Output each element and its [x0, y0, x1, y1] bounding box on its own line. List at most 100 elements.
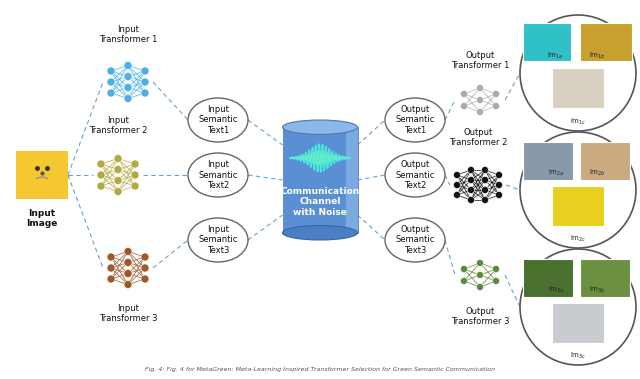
Circle shape	[114, 166, 122, 174]
Bar	[523, 142, 573, 180]
Text: Input
Transformer 3: Input Transformer 3	[99, 304, 157, 323]
Circle shape	[97, 171, 105, 179]
Circle shape	[493, 102, 499, 110]
Circle shape	[481, 186, 488, 194]
Text: Im$_{2b}$: Im$_{2b}$	[589, 168, 606, 178]
Circle shape	[124, 61, 132, 69]
Circle shape	[461, 277, 467, 285]
Ellipse shape	[188, 98, 248, 142]
Text: Input
Transformer 2: Input Transformer 2	[89, 116, 147, 135]
Circle shape	[107, 275, 115, 283]
Circle shape	[454, 182, 461, 188]
Circle shape	[467, 177, 474, 183]
Text: Im$_{3b}$: Im$_{3b}$	[589, 285, 606, 295]
Text: Fig. 4: Fig. 4 for MetaGreen: Meta-Learning Inspired Transformer Selection for G: Fig. 4: Fig. 4 for MetaGreen: Meta-Learn…	[145, 367, 495, 372]
Bar	[552, 303, 604, 343]
Text: Output
Transformer 3: Output Transformer 3	[451, 307, 509, 326]
Circle shape	[461, 266, 467, 273]
Circle shape	[481, 196, 488, 204]
Circle shape	[495, 182, 502, 188]
Text: Output
Semantic
Text3: Output Semantic Text3	[396, 225, 435, 255]
Text: Im$_{1b}$: Im$_{1b}$	[589, 51, 606, 61]
Circle shape	[467, 166, 474, 174]
Circle shape	[114, 177, 122, 185]
Circle shape	[141, 275, 149, 283]
Text: Output
Semantic
Text1: Output Semantic Text1	[396, 105, 435, 135]
Circle shape	[141, 78, 149, 86]
Ellipse shape	[24, 169, 60, 197]
Text: Communication
Channel
with Noise: Communication Channel with Noise	[280, 187, 360, 217]
Ellipse shape	[282, 226, 358, 240]
Circle shape	[114, 155, 122, 163]
Bar	[552, 186, 604, 226]
Bar	[552, 68, 604, 108]
Circle shape	[493, 266, 499, 273]
Circle shape	[461, 102, 467, 110]
Circle shape	[477, 283, 483, 290]
Text: Im$_{1a}$: Im$_{1a}$	[547, 51, 563, 61]
Circle shape	[107, 67, 115, 75]
Circle shape	[481, 166, 488, 174]
Text: Im$_{1c}$: Im$_{1c}$	[570, 117, 586, 127]
Ellipse shape	[30, 159, 54, 181]
Circle shape	[114, 188, 122, 196]
Ellipse shape	[188, 153, 248, 197]
Circle shape	[477, 97, 483, 103]
Circle shape	[124, 258, 132, 266]
Circle shape	[141, 89, 149, 97]
Circle shape	[141, 67, 149, 75]
Circle shape	[477, 260, 483, 266]
Circle shape	[477, 271, 483, 279]
Text: Input
Semantic
Text1: Input Semantic Text1	[198, 105, 237, 135]
Circle shape	[107, 253, 115, 261]
Text: Im$_{3c}$: Im$_{3c}$	[570, 351, 586, 361]
Circle shape	[107, 78, 115, 86]
Circle shape	[131, 171, 139, 179]
Ellipse shape	[385, 218, 445, 262]
Circle shape	[124, 247, 132, 255]
Circle shape	[477, 108, 483, 116]
Circle shape	[97, 182, 105, 190]
Ellipse shape	[385, 153, 445, 197]
Bar	[282, 127, 358, 233]
Circle shape	[107, 264, 115, 272]
Circle shape	[454, 191, 461, 199]
Circle shape	[467, 186, 474, 194]
Circle shape	[141, 253, 149, 261]
Text: Output
Transformer 1: Output Transformer 1	[451, 51, 509, 70]
Text: Input
Image: Input Image	[26, 209, 58, 229]
Bar	[523, 23, 571, 61]
Circle shape	[131, 182, 139, 190]
Ellipse shape	[282, 120, 358, 135]
Circle shape	[477, 85, 483, 91]
Circle shape	[124, 94, 132, 102]
Ellipse shape	[188, 218, 248, 262]
Bar	[523, 259, 573, 297]
Circle shape	[481, 177, 488, 183]
Circle shape	[493, 91, 499, 97]
Text: Im$_{2c}$: Im$_{2c}$	[570, 234, 586, 244]
Circle shape	[467, 196, 474, 204]
Bar	[580, 23, 632, 61]
Text: Output
Semantic
Text2: Output Semantic Text2	[396, 160, 435, 190]
Circle shape	[107, 89, 115, 97]
Circle shape	[124, 269, 132, 277]
Bar	[580, 259, 630, 297]
Text: Input
Semantic
Text2: Input Semantic Text2	[198, 160, 237, 190]
Ellipse shape	[26, 163, 35, 181]
Circle shape	[141, 264, 149, 272]
Text: Im$_{3a}$: Im$_{3a}$	[548, 285, 564, 295]
Text: Input
Transformer 1: Input Transformer 1	[99, 25, 157, 44]
Text: Input
Semantic
Text3: Input Semantic Text3	[198, 225, 237, 255]
Circle shape	[124, 72, 132, 80]
Text: Output
Transformer 2: Output Transformer 2	[449, 128, 507, 147]
Circle shape	[124, 83, 132, 91]
Bar	[580, 142, 630, 180]
Bar	[346, 127, 358, 233]
Circle shape	[493, 277, 499, 285]
Ellipse shape	[49, 163, 58, 181]
Circle shape	[124, 280, 132, 288]
Circle shape	[131, 160, 139, 168]
Ellipse shape	[385, 98, 445, 142]
Circle shape	[495, 172, 502, 179]
